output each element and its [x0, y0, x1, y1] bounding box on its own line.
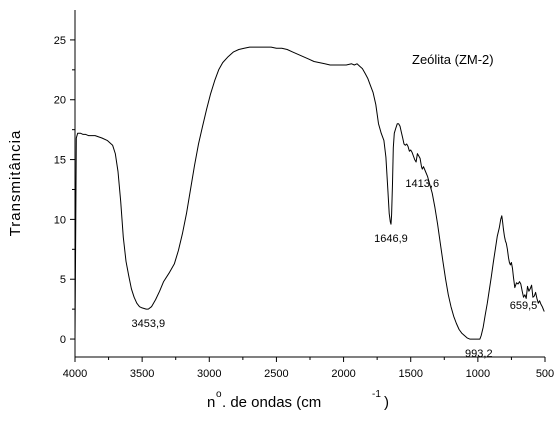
y-tick-label: 5 — [60, 274, 66, 286]
x-axis-title-close: ) — [384, 394, 389, 411]
y-tick-label: 25 — [54, 35, 66, 47]
x-axis-title-superscript: -1 — [372, 389, 381, 400]
peak-label: 659,5 — [510, 300, 538, 312]
y-ticks: 0 5 10 15 20 25 — [54, 35, 75, 346]
y-tick-label: 15 — [54, 155, 66, 167]
x-axis-title-degree: o — [216, 389, 222, 400]
x-tick-label: 1500 — [398, 368, 422, 380]
x-axis-title-prefix: n — [207, 394, 215, 411]
peak-annotations: 3453,9 1646,9 1413,6 993,2 659,5 — [131, 178, 537, 360]
peak-label: 1413,6 — [405, 178, 439, 190]
y-tick-label: 20 — [54, 95, 66, 107]
x-tick-label: 2500 — [264, 368, 288, 380]
y-tick-label: 0 — [60, 334, 66, 346]
x-axis-title-main: . de ondas (cm — [222, 394, 321, 411]
x-tick-label: 1000 — [466, 368, 490, 380]
peak-label: 993,2 — [465, 348, 493, 360]
x-tick-label: 4000 — [63, 368, 87, 380]
y-tick-label: 10 — [54, 214, 66, 226]
legend-label: Zeólita (ZM-2) — [412, 52, 494, 67]
x-tick-label: 500 — [536, 368, 554, 380]
y-axis: 0 5 10 15 20 25 — [54, 10, 76, 357]
x-axis: 4000 3500 3000 2500 2000 1500 1000 500 — [63, 356, 554, 380]
x-ticks: 4000 3500 3000 2500 2000 1500 1000 500 — [63, 357, 554, 380]
x-tick-label: 3000 — [197, 368, 221, 380]
peak-label: 3453,9 — [131, 318, 165, 330]
x-axis-title: n o . de ondas (cm -1 ) — [207, 389, 389, 411]
y-axis-title: Transmitância — [7, 130, 24, 237]
transmittance-curve — [74, 46, 545, 340]
x-tick-label: 2000 — [331, 368, 355, 380]
x-tick-label: 3500 — [130, 368, 154, 380]
peak-label: 1646,9 — [374, 233, 408, 245]
